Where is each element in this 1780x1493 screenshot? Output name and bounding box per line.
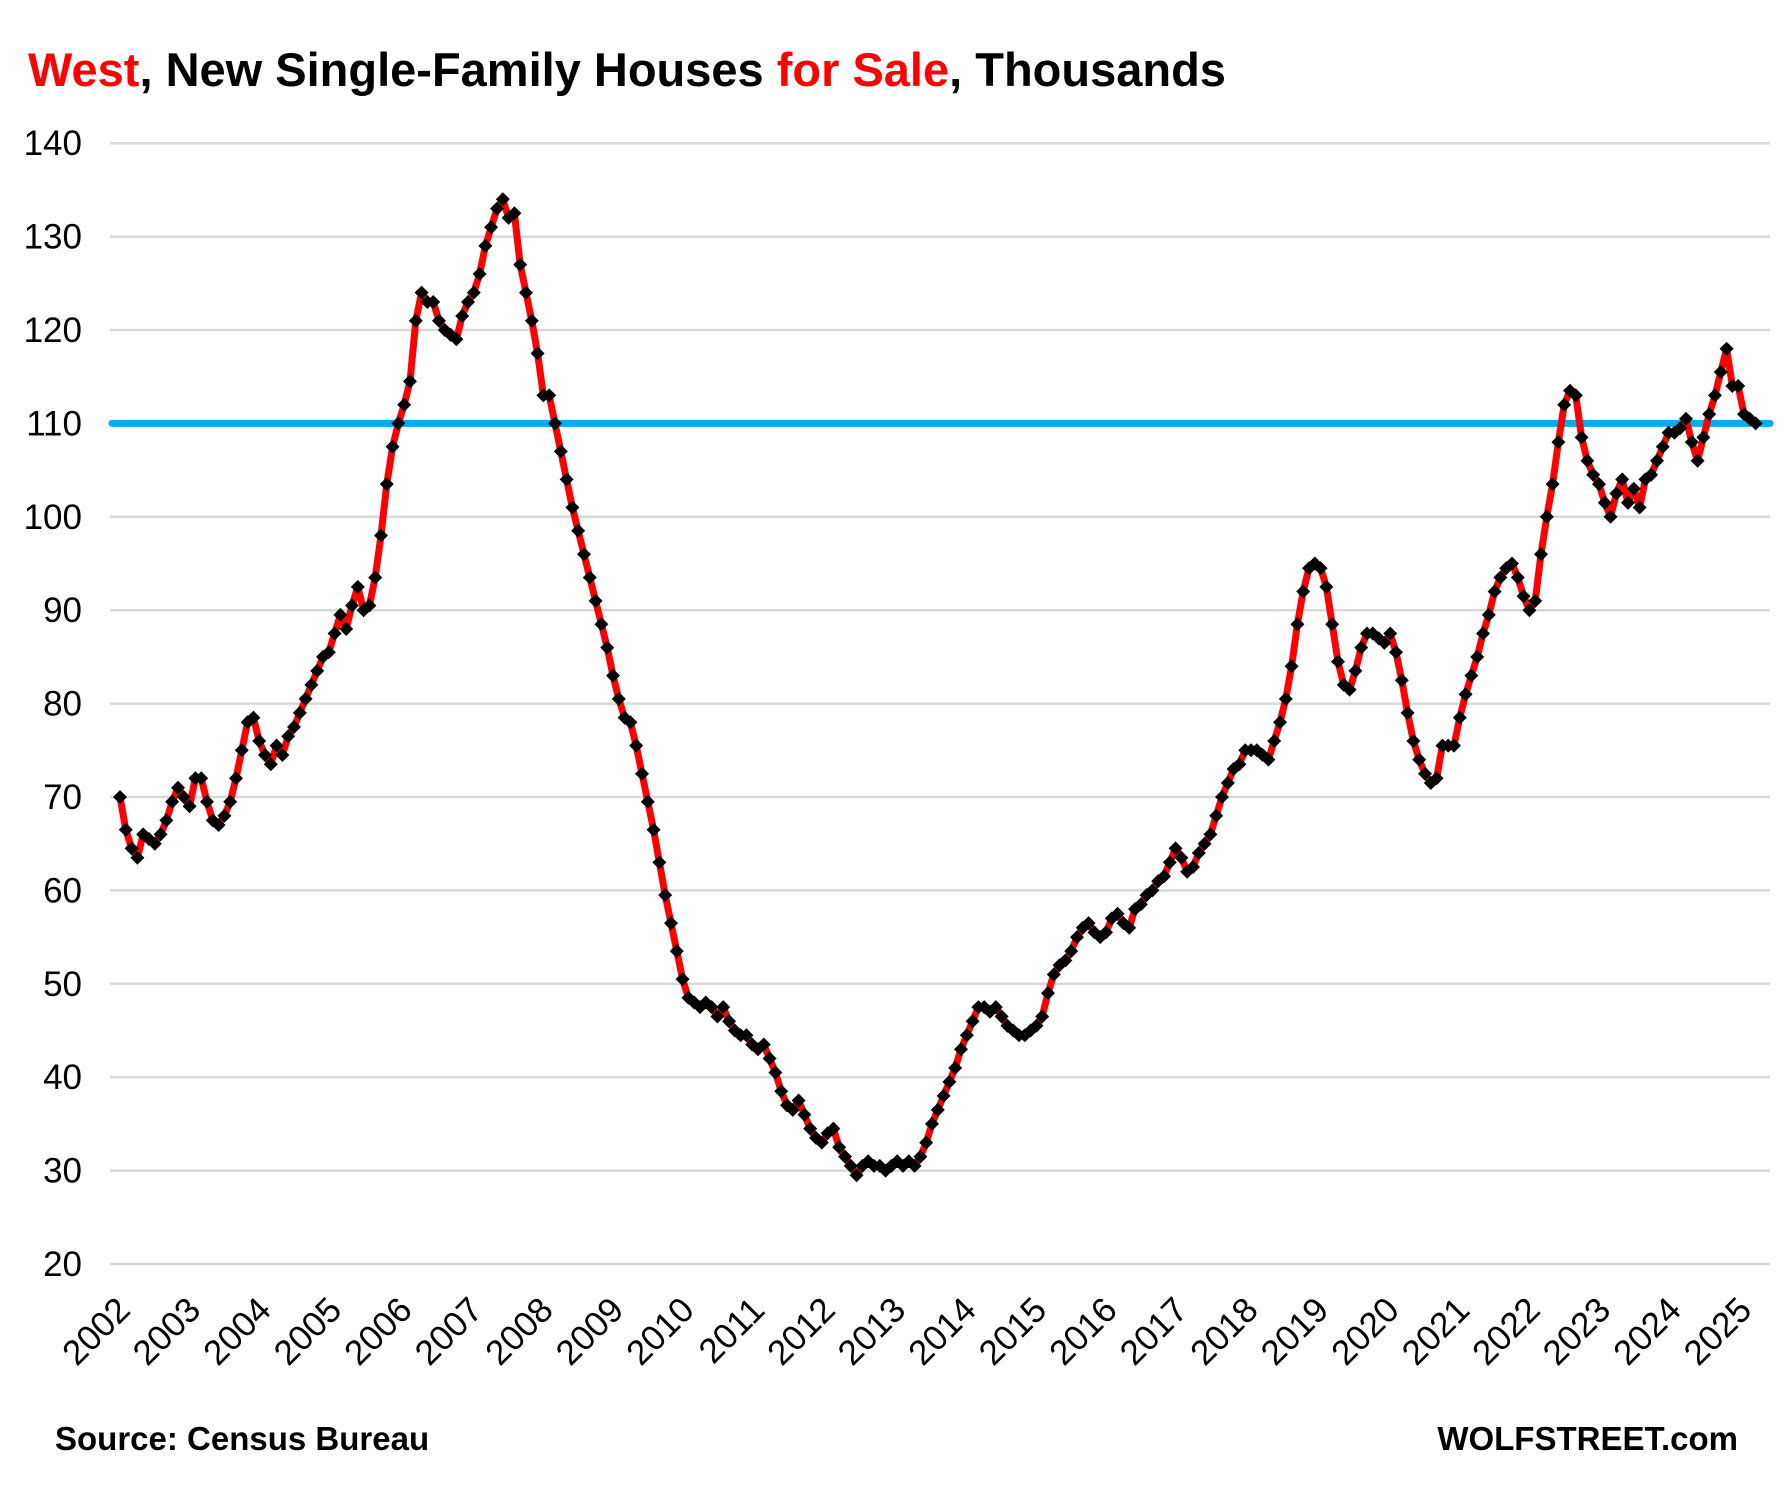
y-axis-labels: 20 30 40 50 60 70 80 90 100 110 120 130 140 [24, 124, 82, 1284]
x-axis-tick-label: 2024 [1606, 1290, 1689, 1373]
x-axis-tick-label: 2014 [901, 1290, 984, 1373]
x-axis-tick-label: 2012 [760, 1290, 843, 1373]
x-axis-tick-label: 2021 [1395, 1290, 1478, 1373]
series-markers [113, 192, 1763, 1183]
y-axis-tick-label: 50 [43, 965, 82, 1004]
chart-title-forsale: for Sale [776, 43, 950, 96]
y-axis-tick-label: 110 [26, 404, 82, 443]
x-axis-tick-label: 2003 [126, 1290, 209, 1373]
x-axis-tick-label: 2016 [1042, 1290, 1125, 1373]
source-note: Source: Census Bureau [55, 1420, 430, 1457]
chart-title: West, New Single-Family Houses for Sale,… [28, 42, 1226, 97]
y-axis-tick-label: 80 [43, 685, 82, 724]
x-axis-tick-label: 2023 [1536, 1290, 1619, 1373]
x-axis-tick-label: 2015 [972, 1290, 1055, 1373]
brand-watermark: WOLFSTREET.com [1437, 1420, 1738, 1457]
x-axis-tick-label: 2025 [1677, 1290, 1760, 1373]
x-axis-labels: 2002200320042005200620072008200920102011… [55, 1290, 1759, 1373]
x-axis-tick-label: 2004 [196, 1290, 279, 1373]
y-axis-tick-label: 30 [43, 1152, 82, 1191]
y-axis-tick-label: 130 [24, 218, 82, 257]
chart-title-region: West [28, 43, 140, 96]
y-axis-tick-label: 60 [43, 871, 82, 910]
x-axis-tick-label: 2018 [1183, 1290, 1266, 1373]
x-axis-tick-label: 2020 [1324, 1290, 1407, 1373]
x-axis-tick-label: 2007 [408, 1290, 491, 1373]
x-axis-tick-label: 2019 [1254, 1290, 1337, 1373]
chart-title-middle: , New Single-Family Houses [139, 43, 777, 96]
x-axis-tick-label: 2013 [831, 1290, 914, 1373]
y-axis-tick-label: 140 [24, 124, 82, 163]
series-line [116, 195, 1760, 1179]
x-axis-tick-label: 2009 [549, 1290, 632, 1373]
x-axis-tick-label: 2008 [478, 1290, 561, 1373]
chart-title-units: , Thousands [949, 43, 1226, 96]
y-axis-tick-label: 120 [24, 311, 82, 350]
x-axis-tick-label: 2002 [55, 1290, 138, 1373]
y-axis-tick-label: 100 [24, 498, 82, 537]
y-axis-tick-label: 90 [43, 591, 82, 630]
x-axis-tick-label: 2017 [1113, 1290, 1196, 1373]
x-axis-tick-label: 2011 [691, 1290, 772, 1371]
y-axis-tick-label: 70 [43, 778, 82, 817]
x-axis-tick-label: 2022 [1465, 1290, 1548, 1373]
y-axis-tick-label: 20 [43, 1245, 82, 1284]
x-axis-tick-label: 2006 [337, 1290, 420, 1373]
y-axis-tick-label: 40 [43, 1058, 82, 1097]
x-axis-tick-label: 2005 [267, 1290, 350, 1373]
x-axis-tick-label: 2010 [619, 1290, 702, 1373]
